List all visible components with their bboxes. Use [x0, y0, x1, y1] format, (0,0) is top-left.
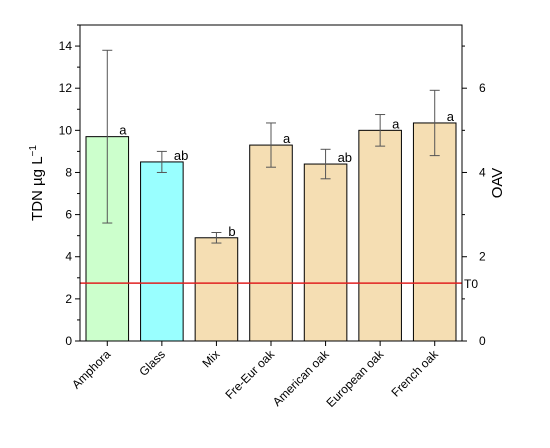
y-axis-right: 0 2 4 6 — [462, 45, 486, 348]
significance-label: ab — [338, 150, 352, 165]
bar — [358, 129, 402, 342]
y-tick-label: 12 — [59, 81, 73, 95]
significance-label: a — [119, 123, 127, 138]
y2-tick-label: 4 — [479, 165, 486, 179]
bar — [194, 237, 239, 342]
error-bars-group — [102, 49, 440, 244]
reference-group: T0 — [80, 277, 478, 291]
reference-line-label: T0 — [464, 277, 478, 291]
y-tick-label: 10 — [59, 123, 73, 137]
y-axis-left: 0 2 4 6 8 10 12 14 — [59, 24, 80, 348]
significance-label: a — [283, 131, 291, 146]
y-axis-title-main: TDN µg L — [29, 156, 46, 221]
y2-tick-label: 0 — [479, 334, 486, 348]
significance-label: a — [447, 109, 455, 124]
significance-label: b — [228, 224, 235, 239]
y2-tick-label: 2 — [479, 250, 486, 264]
y-tick-label: 14 — [59, 39, 73, 53]
bar — [249, 144, 293, 342]
y-tick-label: 8 — [65, 165, 72, 179]
y2-axis-title: OAV — [489, 168, 506, 199]
y-tick-label: 4 — [65, 250, 72, 264]
bar — [303, 163, 348, 342]
y-axis-title-superscript: −1 — [28, 145, 39, 157]
bars-group — [85, 122, 457, 342]
significance-labels: a ab b a ab a a — [119, 109, 454, 239]
y-tick-label: 2 — [65, 292, 72, 306]
y-axis-title: TDN µg L−1 — [28, 145, 46, 221]
bar — [412, 122, 457, 342]
y-tick-label: 0 — [65, 334, 72, 348]
y2-tick-label: 6 — [479, 81, 486, 95]
significance-label: ab — [174, 148, 188, 163]
y-tick-label: 6 — [65, 208, 72, 222]
bar — [140, 161, 184, 342]
significance-label: a — [392, 116, 400, 131]
